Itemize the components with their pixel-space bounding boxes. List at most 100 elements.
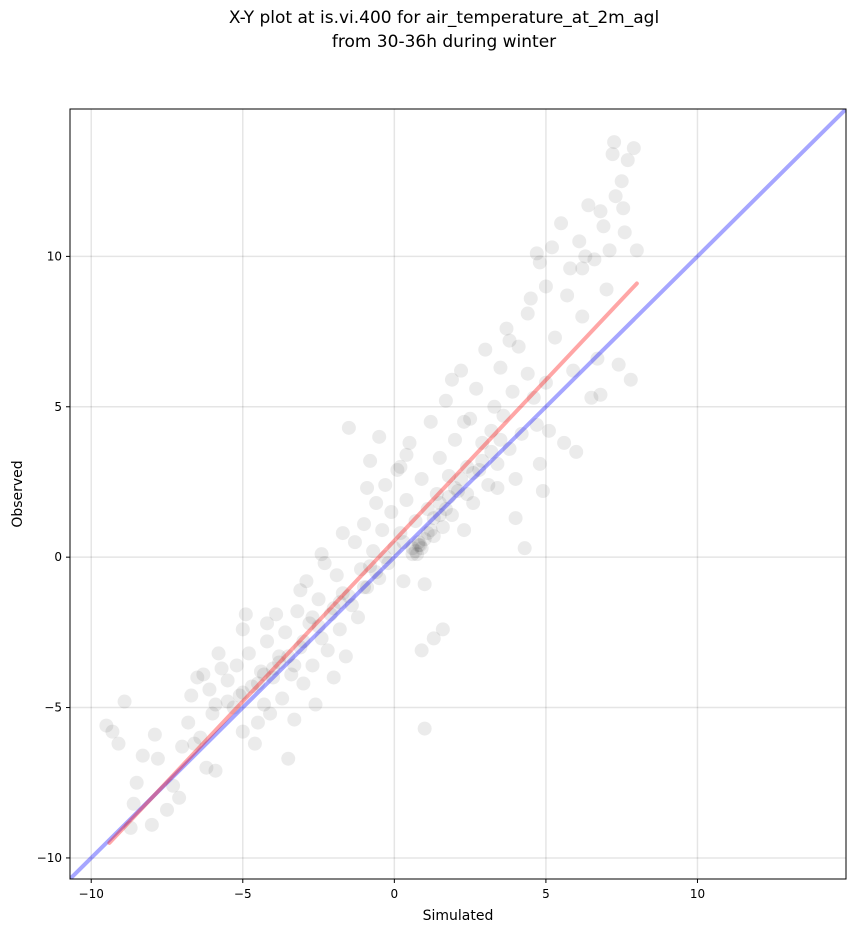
data-point: [238, 607, 253, 622]
data-point: [560, 288, 575, 303]
data-point: [314, 547, 329, 562]
data-point: [493, 360, 508, 375]
data-point: [205, 706, 220, 721]
data-point: [405, 547, 420, 562]
data-point: [338, 649, 353, 664]
data-point: [426, 511, 441, 526]
data-point: [529, 417, 544, 432]
data-point: [420, 502, 435, 517]
data-point: [381, 556, 396, 571]
data-point: [354, 562, 368, 577]
data-point: [532, 456, 547, 471]
data-point: [520, 366, 535, 381]
data-point: [460, 487, 475, 501]
x-tick-label: 0: [391, 887, 399, 901]
data-point: [350, 610, 365, 625]
data-point: [460, 459, 475, 474]
data-point: [208, 763, 223, 778]
data-point: [305, 658, 320, 673]
y-tick-label: −10: [37, 851, 62, 865]
data-point: [320, 643, 335, 658]
data-point: [166, 778, 181, 793]
data-point: [432, 450, 447, 465]
grid: [70, 109, 846, 879]
data-point: [596, 219, 611, 234]
data-point: [247, 736, 262, 751]
data-point: [435, 622, 450, 637]
x-tick-label: 10: [690, 887, 705, 901]
data-point: [475, 435, 490, 450]
data-point: [393, 459, 408, 474]
data-point: [229, 658, 244, 673]
data-point: [447, 480, 462, 495]
data-point: [572, 234, 587, 249]
data-point: [399, 447, 414, 462]
data-point: [369, 496, 384, 511]
data-point: [344, 598, 359, 613]
data-point: [244, 679, 259, 694]
data-point: [366, 544, 381, 559]
data-point: [135, 748, 150, 763]
data-point: [287, 658, 302, 673]
data-point: [399, 493, 414, 508]
data-point: [623, 372, 638, 387]
data-point: [414, 643, 429, 658]
data-point: [193, 730, 208, 745]
data-point: [347, 535, 362, 550]
data-point: [451, 483, 465, 498]
data-point: [457, 523, 472, 538]
data-point: [311, 619, 326, 634]
data-point: [544, 240, 559, 255]
data-point: [175, 739, 190, 754]
data-point: [335, 526, 350, 541]
data-point: [566, 363, 581, 378]
data-point: [616, 201, 631, 216]
x-axis-label: Simulated: [423, 908, 494, 924]
data-point: [438, 502, 453, 517]
data-point: [332, 622, 347, 637]
x-tick-label: −10: [79, 887, 104, 901]
data-point: [326, 601, 341, 616]
data-point: [441, 468, 456, 483]
data-point: [411, 535, 426, 550]
data-point: [378, 550, 393, 565]
data-point: [508, 511, 523, 526]
data-point: [426, 529, 441, 544]
data-point: [187, 736, 202, 751]
data-point: [260, 616, 275, 631]
data-point: [563, 261, 578, 276]
data-point: [605, 147, 620, 162]
y-tick-label: 0: [54, 550, 62, 564]
data-point: [126, 796, 141, 811]
data-point: [526, 390, 541, 405]
data-point: [410, 547, 425, 562]
data-point: [432, 496, 447, 511]
data-point: [587, 252, 602, 267]
data-point: [493, 432, 508, 447]
data-point: [402, 435, 417, 450]
data-point: [620, 153, 635, 168]
data-point: [260, 634, 275, 649]
data-point: [372, 429, 387, 444]
data-point: [311, 592, 326, 607]
data-point: [296, 634, 311, 649]
data-point: [253, 664, 268, 679]
data-point: [281, 649, 296, 664]
data-point: [469, 381, 484, 396]
data-point: [293, 583, 308, 598]
data-point: [593, 387, 608, 402]
data-point: [590, 351, 605, 366]
x-tick-label: 5: [542, 887, 550, 901]
data-point: [484, 444, 499, 459]
data-point: [408, 514, 423, 529]
data-point: [278, 625, 293, 640]
reference-lines: [70, 109, 846, 879]
data-point: [426, 631, 441, 646]
data-point: [432, 508, 447, 523]
data-point: [496, 408, 511, 423]
data-point: [232, 688, 247, 703]
data-point: [490, 480, 505, 495]
data-point: [408, 544, 423, 559]
data-point: [235, 685, 250, 700]
